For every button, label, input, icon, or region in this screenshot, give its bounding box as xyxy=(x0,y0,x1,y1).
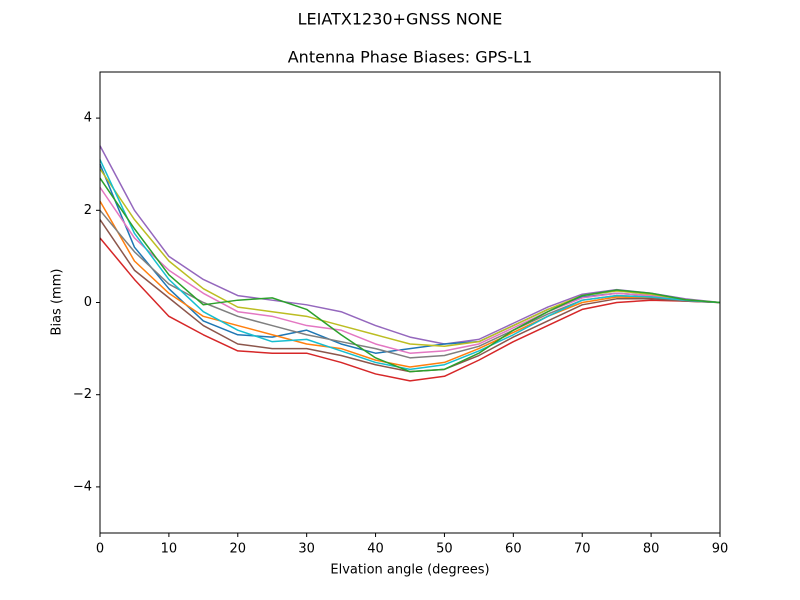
series-line xyxy=(99,177,721,373)
x-tick-label: 60 xyxy=(505,542,522,557)
series-line xyxy=(99,168,721,348)
x-tick-label: 70 xyxy=(574,542,591,557)
y-tick-label: 2 xyxy=(84,203,92,218)
series-line xyxy=(99,200,721,368)
x-tick-label: 40 xyxy=(367,542,384,557)
x-tick-label: 20 xyxy=(230,542,247,557)
plot-area xyxy=(99,145,721,382)
series-line xyxy=(99,186,721,354)
x-axis-label: Elvation angle (degrees) xyxy=(330,563,489,578)
x-tick-label: 30 xyxy=(298,542,315,557)
series-line xyxy=(99,159,721,371)
x-tick-label: 80 xyxy=(643,542,660,557)
x-tick-label: 50 xyxy=(436,542,453,557)
y-tick-label: −2 xyxy=(73,387,92,402)
y-axis-label: Bias (mm) xyxy=(50,269,65,336)
y-tick-label: −4 xyxy=(73,479,92,494)
series-line xyxy=(99,237,721,382)
y-tick-label: 0 xyxy=(84,295,92,310)
suptitle: LEIATX1230+GNSS NONE xyxy=(298,10,503,29)
x-tick-label: 0 xyxy=(96,542,104,557)
x-tick-label: 10 xyxy=(161,542,178,557)
y-tick-label: 4 xyxy=(84,111,92,126)
x-tick-label: 90 xyxy=(712,542,729,557)
chart-title: Antenna Phase Biases: GPS-L1 xyxy=(288,48,533,67)
